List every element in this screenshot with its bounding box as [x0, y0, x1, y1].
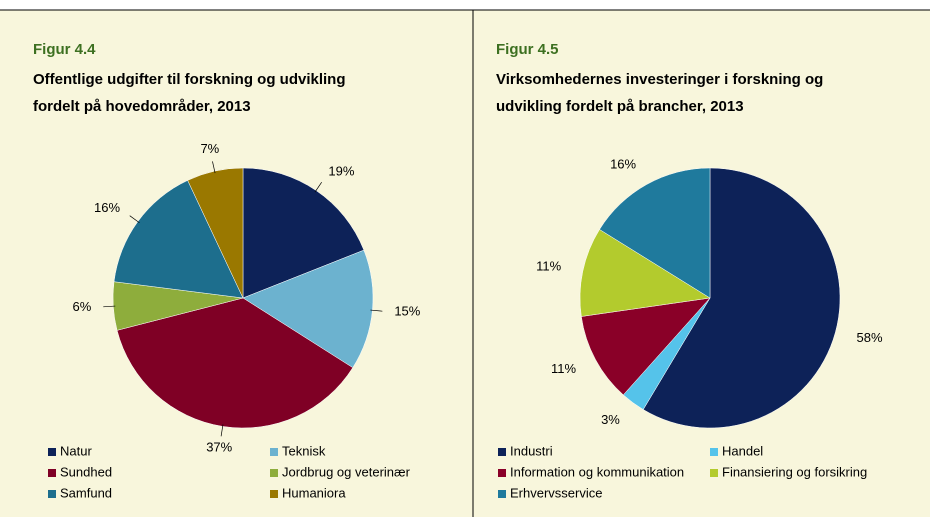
legend-swatch — [710, 469, 718, 477]
pie-slice — [642, 167, 841, 429]
legend-label: Handel — [722, 443, 763, 458]
legend-swatch — [270, 448, 278, 456]
pie-slice — [599, 167, 711, 299]
figure-label: Figur 4.4 — [33, 41, 96, 58]
leader-line — [129, 215, 140, 224]
legend-label: Humaniora — [282, 485, 346, 500]
pie-slice — [581, 297, 711, 396]
legend-label: Teknisk — [282, 443, 326, 458]
pie-slice — [579, 229, 711, 317]
legend-label: Sundhed — [60, 464, 112, 479]
legend-swatch — [498, 490, 506, 498]
data-label: 11% — [551, 361, 576, 376]
chart-title: Virksomhedernes investeringer i forsknin… — [496, 71, 823, 88]
leader-line — [370, 309, 383, 312]
legend-label: Industri — [510, 443, 553, 458]
data-label: 15% — [394, 304, 420, 319]
chart-title: fordelt på hovedområder, 2013 — [33, 98, 251, 115]
legend-label: Samfund — [60, 485, 112, 500]
legend-swatch — [48, 448, 56, 456]
legend-label: Natur — [60, 443, 92, 458]
data-label: 6% — [73, 299, 92, 314]
leader-line — [212, 161, 216, 174]
legend-swatch — [270, 490, 278, 498]
data-label: 58% — [857, 330, 883, 345]
chart-title: Offentlige udgifter til forskning og udv… — [33, 71, 346, 88]
data-label: 16% — [610, 157, 636, 172]
legend-swatch — [498, 448, 506, 456]
legend-label: Erhvervsservice — [510, 485, 602, 500]
leader-line — [220, 424, 224, 437]
legend-swatch — [48, 469, 56, 477]
top-margin — [0, 0, 930, 10]
legend-swatch — [710, 448, 718, 456]
legend-swatch — [270, 469, 278, 477]
figure-label: Figur 4.5 — [496, 41, 559, 58]
data-label: 16% — [94, 200, 120, 215]
legend-label: Jordbrug og veterinær — [282, 464, 411, 479]
legend-swatch — [48, 490, 56, 498]
data-label: 7% — [200, 141, 219, 156]
legend-label: Finansiering og forsikring — [722, 464, 867, 479]
legend-label: Information og kommunikation — [510, 464, 684, 479]
data-label: 37% — [206, 440, 232, 455]
data-label: 3% — [601, 412, 620, 427]
leader-line — [103, 305, 116, 308]
data-label: 11% — [536, 258, 561, 273]
legend-swatch — [498, 469, 506, 477]
leader-line — [314, 182, 322, 193]
data-label: 19% — [328, 164, 354, 179]
chart-title: udvikling fordelt på brancher, 2013 — [496, 98, 744, 115]
